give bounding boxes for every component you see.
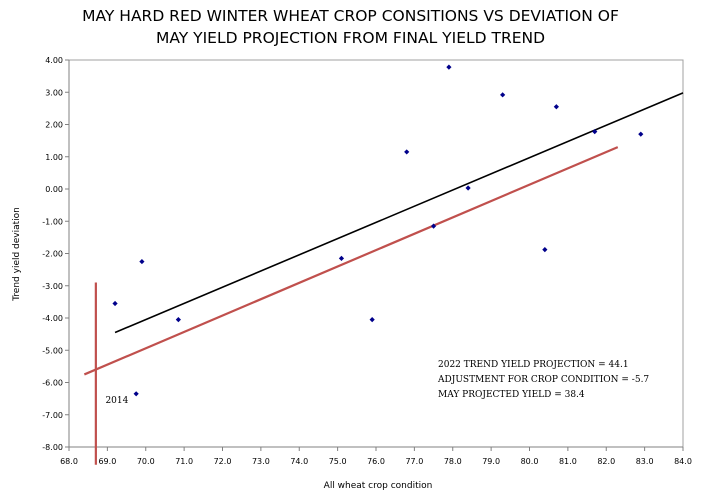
x-tick-label: 75.0 bbox=[329, 457, 347, 466]
y-tick-label: -3.00 bbox=[42, 282, 63, 291]
x-tick-label: 83.0 bbox=[636, 457, 654, 466]
x-tick-label: 70.0 bbox=[137, 457, 155, 466]
x-tick-label: 77.0 bbox=[405, 457, 423, 466]
x-tick-label: 71.0 bbox=[175, 457, 193, 466]
x-tick-label: 79.0 bbox=[482, 457, 500, 466]
y-tick-label: 4.00 bbox=[45, 56, 63, 65]
regression-lines bbox=[83, 92, 684, 465]
chart-title-line-1: MAY HARD RED WINTER WHEAT CROP CONSITION… bbox=[82, 7, 619, 25]
y-tick-label: 2.00 bbox=[45, 121, 63, 130]
point-label-2014: 2014 bbox=[105, 396, 128, 406]
y-axis: 4.00 3.00 2.00 1.00 0.00 -1.00 -2.00 -3.00 -4.00… bbox=[42, 56, 69, 452]
y-tick-label: -5.00 bbox=[42, 346, 63, 355]
x-tick-label: 69.0 bbox=[98, 457, 116, 466]
data-point bbox=[404, 149, 410, 155]
x-tick-label: 81.0 bbox=[559, 457, 577, 466]
data-point bbox=[553, 104, 559, 110]
chart-title-line-2: MAY YIELD PROJECTION FROM FINAL YIELD TR… bbox=[155, 29, 546, 47]
data-point bbox=[133, 391, 139, 397]
y-tick-label: -7.00 bbox=[42, 411, 63, 420]
data-point bbox=[500, 92, 506, 98]
adjusted-trend-line bbox=[83, 146, 619, 376]
y-tick-label: -2.00 bbox=[42, 250, 63, 259]
data-point bbox=[465, 185, 471, 191]
plot-area bbox=[68, 59, 684, 448]
x-tick-label: 74.0 bbox=[290, 457, 308, 466]
y-tick-label: -4.00 bbox=[42, 314, 63, 323]
x-tick-label: 72.0 bbox=[214, 457, 232, 466]
annotation-adjustment: ADJUSTMENT FOR CROP CONDITION = -5.7 bbox=[437, 375, 649, 385]
data-point bbox=[139, 258, 145, 265]
annotation-trend-yield: 2022 TREND YIELD PROJECTION = 44.1 bbox=[438, 360, 629, 370]
x-tick-label: 84.0 bbox=[674, 457, 692, 466]
data-points bbox=[112, 64, 644, 397]
y-tick-label: 1.00 bbox=[45, 153, 63, 162]
data-point bbox=[175, 317, 181, 323]
data-point bbox=[430, 223, 437, 229]
x-tick-label: 68.0 bbox=[60, 457, 78, 466]
data-point bbox=[338, 255, 345, 261]
y-tick-label: 3.00 bbox=[45, 88, 63, 97]
data-point bbox=[369, 317, 375, 323]
y-tick-label: -1.00 bbox=[42, 217, 63, 226]
data-point bbox=[638, 131, 644, 137]
y-tick-label: 0.00 bbox=[45, 185, 63, 194]
y-tick-label: -6.00 bbox=[42, 379, 63, 388]
data-point bbox=[112, 300, 118, 307]
x-tick-label: 80.0 bbox=[521, 457, 539, 466]
trend-line bbox=[114, 92, 684, 334]
x-tick-label: 82.0 bbox=[597, 457, 615, 466]
data-point bbox=[542, 247, 548, 253]
x-axis-label: All wheat crop condition bbox=[324, 481, 433, 491]
data-point bbox=[446, 64, 452, 70]
plot-border bbox=[68, 59, 684, 448]
annotation-projected-yield: MAY PROJECTED YIELD = 38.4 bbox=[438, 390, 585, 400]
data-point bbox=[592, 128, 598, 135]
x-axis: 68.0 69.0 70.0 71.0 72.0 73.0 74.0 75.0 76.0 77.0… bbox=[60, 447, 692, 466]
x-tick-label: 78.0 bbox=[444, 457, 462, 466]
x-tick-label: 76.0 bbox=[367, 457, 385, 466]
y-tick-label: -8.00 bbox=[42, 443, 63, 452]
y-axis-label: Trend yield deviation bbox=[12, 207, 22, 302]
x-tick-label: 73.0 bbox=[252, 457, 270, 466]
